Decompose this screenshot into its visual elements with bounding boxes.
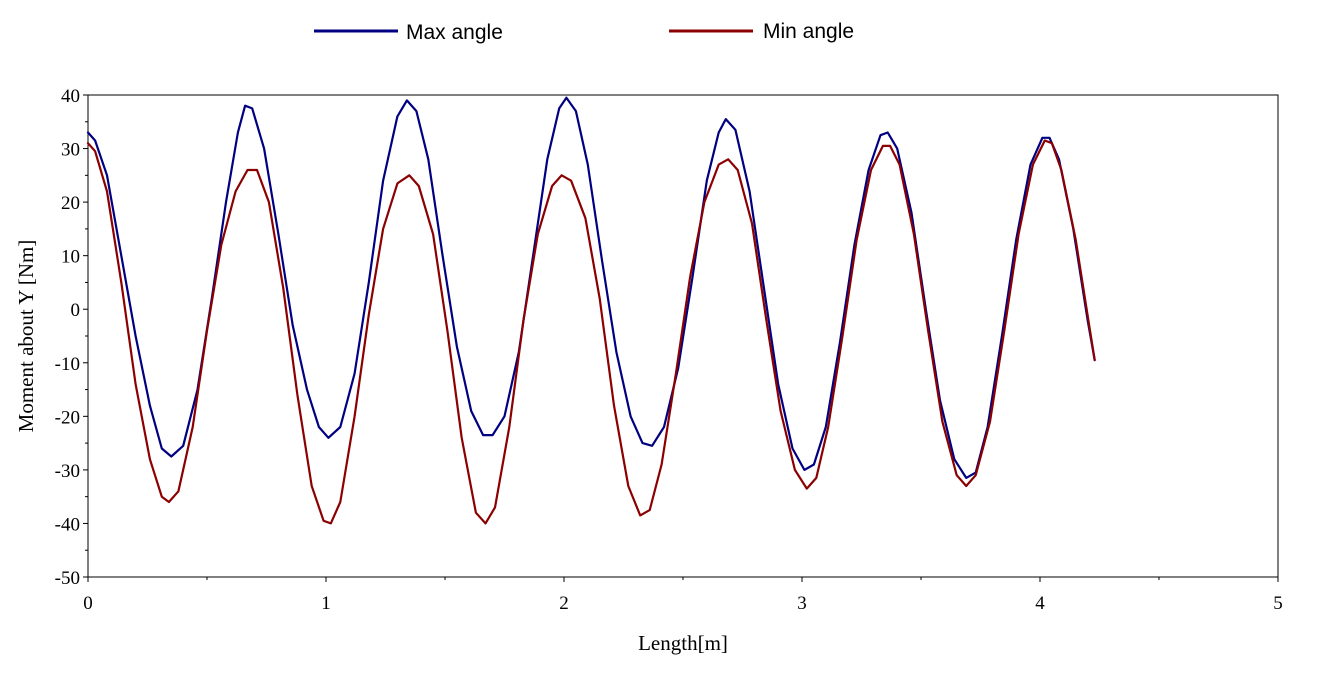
y-tick-label: 40 [61, 86, 80, 107]
legend: Max angle Min angle [314, 20, 854, 44]
y-tick-label: -20 [55, 407, 80, 428]
series-layer [86, 96, 1096, 525]
y-tick-label: 20 [61, 193, 80, 214]
x-tick-label: 3 [797, 593, 807, 614]
y-axis-title: Moment about Y [Nm] [14, 240, 38, 433]
legend-label-max-angle: Max angle [406, 21, 503, 44]
x-tick-label: 1 [321, 593, 331, 614]
x-tick-label: 4 [1035, 593, 1045, 614]
series-line-min-angle [86, 139, 1096, 525]
y-tick-label: -10 [55, 354, 80, 375]
y-tick-label: 0 [71, 300, 81, 321]
y-tick-label: -40 [55, 514, 80, 535]
y-tick-label: -50 [55, 568, 80, 589]
y-tick-label: 10 [61, 247, 80, 268]
x-tick-label: 5 [1273, 593, 1283, 614]
y-tick-label: -30 [55, 461, 80, 482]
y-axis: 40 30 20 10 0 -10 -20 -30 -40 -50 [55, 86, 88, 589]
legend-label-min-angle: Min angle [763, 20, 854, 43]
x-tick-label: 2 [559, 593, 569, 614]
y-tick-label: 30 [61, 140, 80, 161]
x-axis: 0 1 2 3 4 5 [83, 577, 1283, 614]
series-line-max-angle [86, 96, 1096, 479]
x-axis-title: Length[m] [638, 631, 728, 655]
x-tick-label: 0 [83, 593, 93, 614]
